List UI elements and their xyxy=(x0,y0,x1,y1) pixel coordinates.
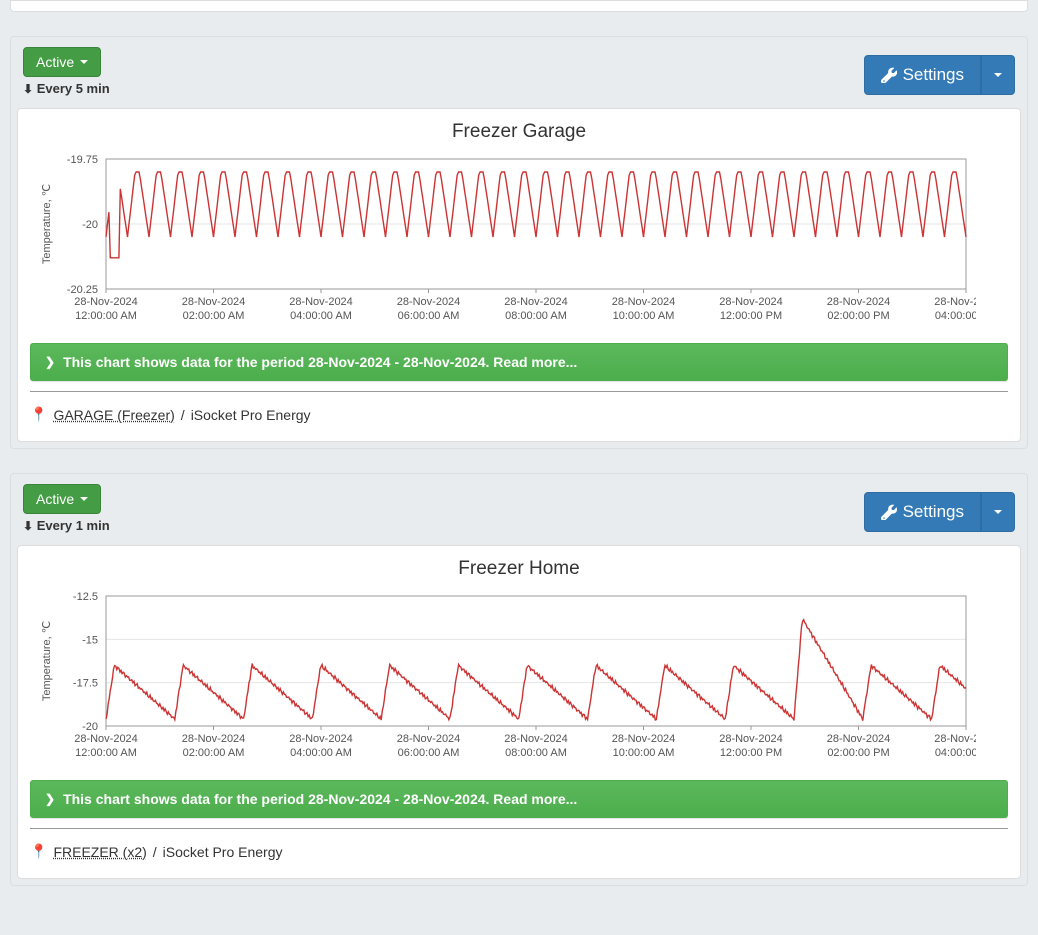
info-text: This chart shows data for the period 28-… xyxy=(63,791,577,807)
page-container: Active ⬇ Every 5 min Settings Freezer Ga… xyxy=(0,0,1038,886)
svg-text:12:00:00 AM: 12:00:00 AM xyxy=(75,310,137,322)
status-label: Active xyxy=(36,491,74,507)
svg-text:28-Nov-2024: 28-Nov-2024 xyxy=(182,296,246,308)
info-text: This chart shows data for the period 28-… xyxy=(63,354,577,370)
settings-button-group: Settings xyxy=(864,492,1015,532)
pin-icon: 📍 xyxy=(30,406,47,423)
download-icon: ⬇ xyxy=(23,519,33,533)
svg-text:12:00:00 AM: 12:00:00 AM xyxy=(75,747,137,759)
svg-text:08:00:00 AM: 08:00:00 AM xyxy=(505,310,567,322)
sensor-panel-home: Active ⬇ Every 1 min Settings Freezer Ho… xyxy=(10,473,1028,886)
chevron-right-icon: ❯ xyxy=(45,792,55,806)
svg-text:-20: -20 xyxy=(82,721,98,733)
svg-text:28-Nov-2024: 28-Nov-2024 xyxy=(289,296,353,308)
interval-label: Every 1 min xyxy=(37,518,110,533)
panel-header: Active ⬇ Every 5 min Settings xyxy=(11,37,1027,102)
svg-text:28-Nov-2024: 28-Nov-2024 xyxy=(74,296,138,308)
settings-button[interactable]: Settings xyxy=(864,55,981,95)
device-name: iSocket Pro Energy xyxy=(163,844,283,860)
svg-text:Temperature, ℃: Temperature, ℃ xyxy=(41,184,53,264)
sensor-panel-garage: Active ⬇ Every 5 min Settings Freezer Ga… xyxy=(10,36,1028,449)
chart-container: -20 -17.5 -15 -12.5 28-Nov-2024 12:00:00 AM 28… xyxy=(36,588,1002,766)
settings-button[interactable]: Settings xyxy=(864,492,981,532)
chart-title: Freezer Garage xyxy=(30,121,1008,143)
caret-down-icon xyxy=(994,73,1002,77)
svg-text:02:00:00 AM: 02:00:00 AM xyxy=(183,747,245,759)
svg-text:28-Nov-2024: 28-Nov-2024 xyxy=(612,733,676,745)
svg-text:28-Nov-2024: 28-Nov-2024 xyxy=(182,733,246,745)
svg-text:10:00:00 AM: 10:00:00 AM xyxy=(613,310,675,322)
svg-text:04:00:00 PM: 04:00:00 PM xyxy=(935,747,976,759)
svg-text:02:00:00 AM: 02:00:00 AM xyxy=(183,310,245,322)
panel-body: Freezer Garage -20.25 -20 -19.75 28-Nov-202… xyxy=(17,108,1021,442)
chart-info-bar[interactable]: ❯ This chart shows data for the period 2… xyxy=(30,780,1008,818)
svg-text:-20.25: -20.25 xyxy=(67,284,98,296)
svg-text:-17.5: -17.5 xyxy=(73,678,98,690)
chart-title: Freezer Home xyxy=(30,558,1008,580)
device-name: iSocket Pro Energy xyxy=(191,407,311,423)
svg-text:28-Nov-2024: 28-Nov-2024 xyxy=(74,733,138,745)
previous-panel-stub xyxy=(10,0,1028,12)
location-name[interactable]: FREEZER (x2) xyxy=(53,844,146,860)
svg-text:28-Nov-2024: 28-Nov-2024 xyxy=(827,296,891,308)
location-row: 📍 FREEZER (x2) / iSocket Pro Energy xyxy=(30,828,1008,860)
status-button[interactable]: Active xyxy=(23,47,101,77)
svg-text:28-Nov-2024: 28-Nov-2024 xyxy=(934,733,976,745)
chart-container: -20.25 -20 -19.75 28-Nov-2024 12:00:00 AM 28-… xyxy=(36,151,1002,329)
svg-text:28-Nov-2024: 28-Nov-2024 xyxy=(827,733,891,745)
svg-text:-15: -15 xyxy=(82,634,98,646)
settings-dropdown-toggle[interactable] xyxy=(981,492,1015,532)
wrench-icon xyxy=(881,67,897,83)
chart-info-bar[interactable]: ❯ This chart shows data for the period 2… xyxy=(30,343,1008,381)
svg-text:08:00:00 AM: 08:00:00 AM xyxy=(505,747,567,759)
svg-text:-12.5: -12.5 xyxy=(73,591,98,603)
chart-svg: -20 -17.5 -15 -12.5 28-Nov-2024 12:00:00 AM 28… xyxy=(36,588,976,766)
svg-text:04:00:00 AM: 04:00:00 AM xyxy=(290,747,352,759)
svg-text:12:00:00 PM: 12:00:00 PM xyxy=(720,747,782,759)
svg-text:28-Nov-2024: 28-Nov-2024 xyxy=(612,296,676,308)
caret-down-icon xyxy=(994,510,1002,514)
svg-text:02:00:00 PM: 02:00:00 PM xyxy=(827,310,889,322)
status-button[interactable]: Active xyxy=(23,484,101,514)
svg-text:04:00:00 PM: 04:00:00 PM xyxy=(935,310,976,322)
settings-label: Settings xyxy=(903,502,964,522)
caret-down-icon xyxy=(80,497,88,501)
interval-label: Every 5 min xyxy=(37,81,110,96)
settings-label: Settings xyxy=(903,65,964,85)
svg-text:10:00:00 AM: 10:00:00 AM xyxy=(613,747,675,759)
svg-text:04:00:00 AM: 04:00:00 AM xyxy=(290,310,352,322)
status-label: Active xyxy=(36,54,74,70)
svg-text:06:00:00 AM: 06:00:00 AM xyxy=(398,310,460,322)
pin-icon: 📍 xyxy=(30,843,47,860)
svg-text:28-Nov-2024: 28-Nov-2024 xyxy=(397,296,461,308)
svg-text:12:00:00 PM: 12:00:00 PM xyxy=(720,310,782,322)
svg-text:28-Nov-2024: 28-Nov-2024 xyxy=(397,733,461,745)
settings-dropdown-toggle[interactable] xyxy=(981,55,1015,95)
chevron-right-icon: ❯ xyxy=(45,355,55,369)
svg-text:Temperature, ℃: Temperature, ℃ xyxy=(41,621,53,701)
location-separator: / xyxy=(181,407,185,423)
caret-down-icon xyxy=(80,60,88,64)
download-icon: ⬇ xyxy=(23,82,33,96)
svg-text:28-Nov-2024: 28-Nov-2024 xyxy=(719,733,783,745)
svg-text:28-Nov-2024: 28-Nov-2024 xyxy=(934,296,976,308)
svg-text:28-Nov-2024: 28-Nov-2024 xyxy=(504,296,568,308)
svg-text:-20: -20 xyxy=(82,219,98,231)
svg-text:06:00:00 AM: 06:00:00 AM xyxy=(398,747,460,759)
svg-text:28-Nov-2024: 28-Nov-2024 xyxy=(289,733,353,745)
wrench-icon xyxy=(881,504,897,520)
location-row: 📍 GARAGE (Freezer) / iSocket Pro Energy xyxy=(30,391,1008,423)
svg-text:28-Nov-2024: 28-Nov-2024 xyxy=(719,296,783,308)
svg-text:-19.75: -19.75 xyxy=(67,154,98,166)
settings-button-group: Settings xyxy=(864,55,1015,95)
svg-text:28-Nov-2024: 28-Nov-2024 xyxy=(504,733,568,745)
location-name[interactable]: GARAGE (Freezer) xyxy=(53,407,174,423)
panel-body: Freezer Home -20 -17.5 -15 -12.5 28-Nov-2024… xyxy=(17,545,1021,879)
chart-svg: -20.25 -20 -19.75 28-Nov-2024 12:00:00 AM 28-… xyxy=(36,151,976,329)
panel-header: Active ⬇ Every 1 min Settings xyxy=(11,474,1027,539)
svg-text:02:00:00 PM: 02:00:00 PM xyxy=(827,747,889,759)
location-separator: / xyxy=(153,844,157,860)
